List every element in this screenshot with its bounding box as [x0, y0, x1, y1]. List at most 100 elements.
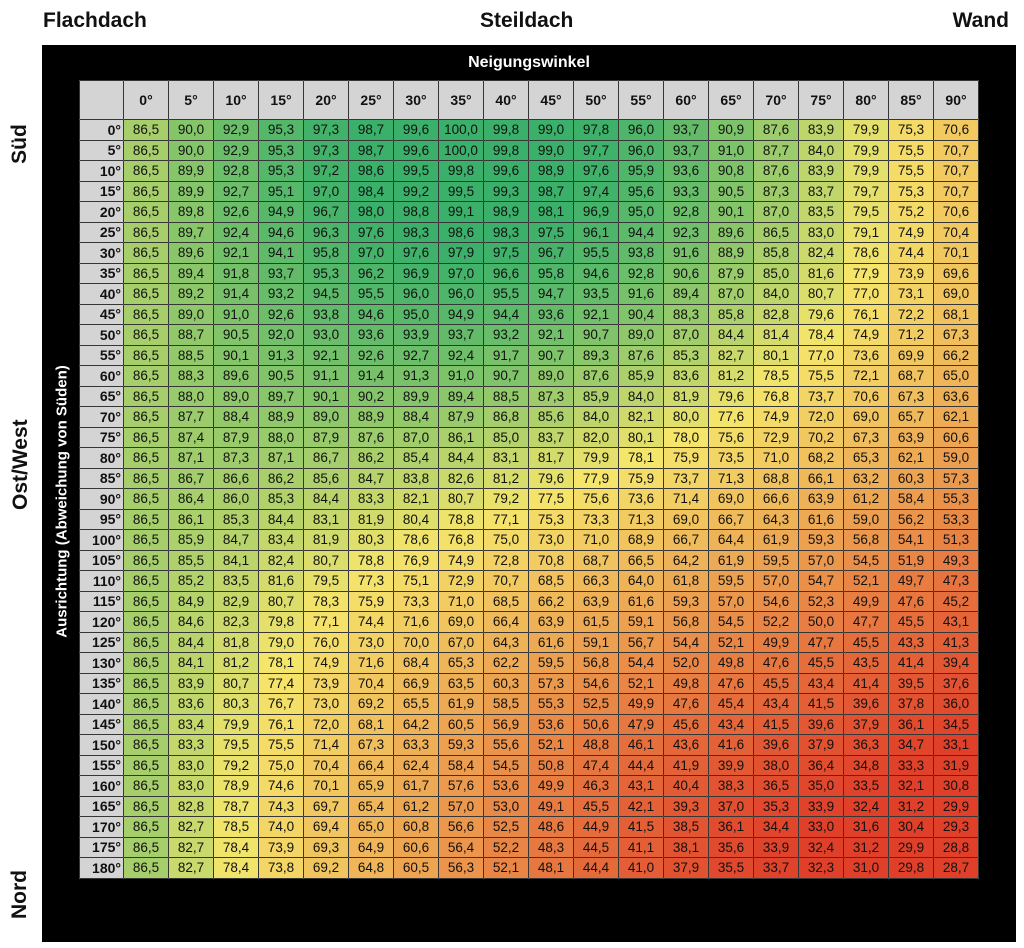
- heatmap-cell: 78,6: [843, 242, 889, 264]
- heatmap-cell: 91,4: [213, 283, 259, 305]
- heatmap-cell: 38,5: [663, 816, 709, 838]
- heatmap-cell: 61,5: [573, 611, 619, 633]
- heatmap-cell: 96,7: [528, 242, 574, 264]
- heatmap-cell: 99,2: [393, 180, 439, 202]
- row-header: 30°: [79, 242, 124, 264]
- heatmap-cell: 90,1: [708, 201, 754, 223]
- heatmap-cell: 78,8: [348, 549, 394, 571]
- heatmap-cell: 80,3: [348, 529, 394, 551]
- heatmap-cell: 88,5: [168, 344, 214, 366]
- heatmap-cell: 57,0: [798, 549, 844, 571]
- heatmap-cell: 48,1: [528, 857, 574, 879]
- heatmap-cell: 79,2: [213, 754, 259, 776]
- heatmap-cell: 54,5: [708, 611, 754, 633]
- heatmap-cell: 32,3: [798, 857, 844, 879]
- table-row: 35° 86,5 89,4 91,8 93,7 95,3 96,2 96,9 97,0 96,6 9…: [79, 262, 979, 284]
- heatmap-cell: 32,4: [798, 836, 844, 858]
- heatmap-cell: 83,4: [168, 713, 214, 735]
- heatmap-cell: 82,7: [168, 857, 214, 879]
- heatmap-cell: 97,5: [528, 221, 574, 243]
- heatmap-cell: 82,1: [393, 488, 439, 510]
- heatmap-cell: 86,5: [123, 816, 169, 838]
- heatmap-cell: 79,9: [213, 713, 259, 735]
- heatmap-cell: 87,9: [213, 426, 259, 448]
- heatmap-cell: 74,9: [753, 406, 799, 428]
- heatmap-cell: 59,0: [933, 447, 979, 469]
- heatmap-cell: 93,9: [393, 324, 439, 346]
- heatmap-cell: 94,5: [303, 283, 349, 305]
- heatmap-cell: 68,7: [888, 365, 934, 387]
- heatmap-cell: 69,6: [933, 262, 979, 284]
- heatmap-cell: 89,4: [438, 385, 484, 407]
- heatmap-cell: 99,6: [393, 139, 439, 161]
- heatmap-cell: 81,2: [213, 652, 259, 674]
- heatmap-cell: 91,1: [303, 365, 349, 387]
- row-header: 70°: [79, 406, 124, 428]
- heatmap-cell: 79,9: [843, 160, 889, 182]
- heatmap-cell: 99,8: [483, 119, 529, 141]
- table-row: 120° 86,5 84,6 82,3 79,8 77,1 74,4 71,6 69,0 66,4…: [79, 611, 979, 633]
- heatmap-cell: 93,0: [303, 324, 349, 346]
- table-row: 95° 86,5 86,1 85,3 84,4 83,1 81,9 80,4 78,8 77,1 7…: [79, 508, 979, 530]
- heatmap-cell: 61,6: [528, 631, 574, 653]
- heatmap-cell: 96,1: [573, 221, 619, 243]
- heatmap-cell: 70,7: [933, 139, 979, 161]
- heatmap-cell: 98,7: [348, 119, 394, 141]
- column-header-row: 0° 5° 10° 15° 20° 25° 30° 35° 40° 45° 50° 55° 60° 65°…: [79, 80, 979, 120]
- heatmap-cell: 78,4: [213, 836, 259, 858]
- heatmap-cell: 37,0: [708, 795, 754, 817]
- heatmap-cell: 67,3: [843, 426, 889, 448]
- heatmap-cell: 75,5: [888, 139, 934, 161]
- heatmap-cell: 89,8: [168, 201, 214, 223]
- heatmap-cell: 28,7: [933, 857, 979, 879]
- heatmap-cell: 60,5: [393, 857, 439, 879]
- heatmap-cell: 84,7: [213, 529, 259, 551]
- heatmap-cell: 86,5: [123, 795, 169, 817]
- heatmap-cell: 89,6: [213, 365, 259, 387]
- heatmap-cell: 72,0: [798, 406, 844, 428]
- heatmap-cell: 61,9: [753, 529, 799, 551]
- heatmap-cell: 43,4: [708, 713, 754, 735]
- heatmap-cell: 84,4: [303, 488, 349, 510]
- heatmap-cell: 78,8: [438, 508, 484, 530]
- heatmap-cell: 91,0: [213, 303, 259, 325]
- heatmap-cell: 30,4: [888, 816, 934, 838]
- heatmap-cell: 86,5: [123, 283, 169, 305]
- heatmap-cell: 38,1: [663, 836, 709, 858]
- heatmap-cell: 86,5: [123, 734, 169, 756]
- heatmap-cell: 69,9: [888, 344, 934, 366]
- heatmap-cell: 36,1: [708, 816, 754, 838]
- heatmap-cell: 36,1: [888, 713, 934, 735]
- heatmap-cell: 97,9: [438, 242, 484, 264]
- heatmap-cell: 86,5: [123, 160, 169, 182]
- row-header: 145°: [79, 713, 124, 735]
- heatmap-cell: 86,5: [123, 406, 169, 428]
- heatmap-cell: 47,6: [663, 693, 709, 715]
- column-header: 65°: [708, 80, 754, 120]
- heatmap-cell: 75,5: [888, 160, 934, 182]
- heatmap-cell: 87,3: [528, 385, 574, 407]
- heatmap-cell: 95,6: [618, 180, 664, 202]
- heatmap-cell: 79,6: [798, 303, 844, 325]
- heatmap-cell: 94,4: [618, 221, 664, 243]
- heatmap-cell: 94,9: [258, 201, 304, 223]
- heatmap-cell: 47,3: [933, 570, 979, 592]
- row-header: 10°: [79, 160, 124, 182]
- heatmap-cell: 81,8: [213, 631, 259, 653]
- heatmap-cell: 73,0: [528, 529, 574, 551]
- heatmap-cell: 41,6: [708, 734, 754, 756]
- heatmap-cell: 69,0: [708, 488, 754, 510]
- heatmap-cell: 31,2: [843, 836, 889, 858]
- heatmap-cell: 69,0: [933, 283, 979, 305]
- heatmap-cell: 96,0: [393, 283, 439, 305]
- row-header: 100°: [79, 529, 124, 551]
- row-header: 155°: [79, 754, 124, 776]
- heatmap-cell: 95,0: [618, 201, 664, 223]
- heatmap-cell: 64,0: [618, 570, 664, 592]
- heatmap-cell: 68,5: [528, 570, 574, 592]
- table-row: 150° 86,5 83,3 79,5 75,5 71,4 67,3 63,3 59,3 55,6…: [79, 734, 979, 756]
- heatmap-cell: 97,0: [438, 262, 484, 284]
- heatmap-cell: 95,3: [303, 262, 349, 284]
- heatmap-cell: 92,0: [258, 324, 304, 346]
- heatmap-cell: 68,2: [798, 447, 844, 469]
